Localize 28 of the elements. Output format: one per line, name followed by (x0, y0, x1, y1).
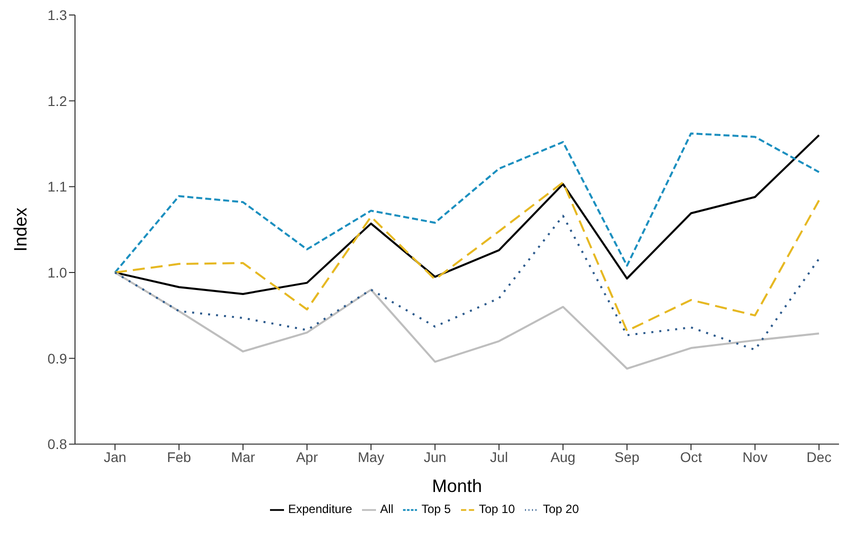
x-tick-label: Jun (424, 449, 446, 466)
legend-label: Expenditure (288, 502, 352, 516)
legend-label: Top 5 (421, 502, 451, 516)
y-tick-label: 1.2 (48, 92, 68, 109)
x-tick-label: Oct (680, 449, 702, 466)
line-series (114, 272, 820, 370)
line-series (114, 214, 820, 351)
y-axis-title: Index (10, 208, 30, 252)
legend-label: Top 20 (542, 502, 579, 516)
line-series (114, 181, 820, 332)
x-tick-label: Jul (490, 449, 508, 466)
y-tick-label: 1.1 (48, 178, 68, 195)
y-tick-label: 0.8 (48, 436, 68, 452)
x-tick-label: Nov (742, 449, 768, 466)
x-tick-label: Aug (550, 449, 576, 466)
x-tick-label: Sep (614, 449, 640, 466)
x-tick-label: May (358, 449, 384, 466)
legend-label: All (380, 502, 394, 516)
x-tick-label: Apr (296, 449, 318, 466)
x-tick-label: Jan (104, 449, 126, 466)
x-axis-title: Month (432, 476, 482, 496)
y-tick-label: 0.9 (48, 350, 68, 366)
x-tick-label: Mar (230, 449, 256, 466)
y-tick-label: 1.3 (48, 6, 68, 23)
x-tick-label: Dec (806, 449, 832, 466)
legend-label: Top 10 (478, 502, 515, 516)
x-tick-label: Feb (166, 449, 192, 466)
y-tick-label: 1.0 (48, 264, 68, 280)
